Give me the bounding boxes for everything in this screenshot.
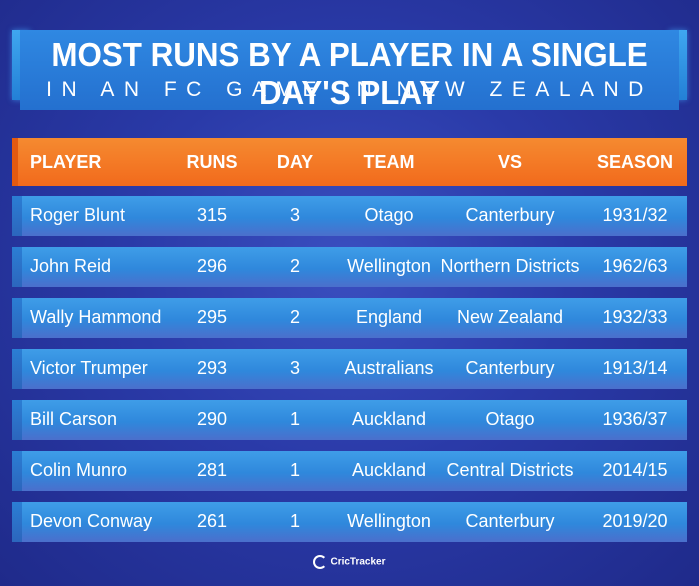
table-row: Devon Conway 261 1 Wellington Canterbury 2019…: [12, 502, 687, 542]
cell-vs: Canterbury: [465, 205, 555, 225]
cell-vs: Central Districts: [446, 460, 574, 480]
row-accent: [12, 502, 22, 542]
cell-player: Bill Carson: [30, 409, 118, 429]
row-accent: [12, 298, 22, 338]
header-season: SEASON: [596, 152, 674, 172]
cell-player: Roger Blunt: [30, 205, 126, 225]
cell-day: 1: [289, 511, 301, 531]
crictracker-logo-icon: [313, 555, 328, 569]
cell-team: Australians: [344, 358, 434, 378]
header-runs: RUNS: [186, 152, 238, 172]
cell-day: 2: [289, 307, 301, 327]
header-team: TEAM: [363, 152, 415, 172]
table-header: PLAYER RUNS DAY TEAM VS SEASON: [12, 138, 687, 186]
cell-day: 3: [289, 205, 301, 225]
cell-runs: 261: [196, 511, 228, 531]
cell-day: 2: [289, 256, 301, 276]
row-accent: [12, 196, 22, 236]
row-accent: [12, 349, 22, 389]
cell-player: Devon Conway: [30, 511, 153, 531]
cell-runs: 281: [196, 460, 228, 480]
header-vs: VS: [497, 152, 523, 172]
cell-day: 1: [289, 460, 301, 480]
table-row: Bill Carson 290 1 Auckland Otago 1936/37: [12, 400, 687, 440]
cell-runs: 295: [196, 307, 228, 327]
row-accent: [12, 247, 22, 287]
cell-team: Otago: [364, 205, 414, 225]
cell-vs: Canterbury: [465, 511, 555, 531]
cell-day: 3: [289, 358, 301, 378]
cell-runs: 290: [196, 409, 228, 429]
cell-team: Auckland: [351, 409, 427, 429]
cell-team: England: [355, 307, 423, 327]
header-day: DAY: [276, 152, 314, 172]
cell-vs: Otago: [485, 409, 535, 429]
cell-runs: 293: [196, 358, 228, 378]
cell-day: 1: [289, 409, 301, 429]
row-accent: [12, 451, 22, 491]
table-row: Colin Munro 281 1 Auckland Central Districts…: [12, 451, 687, 491]
table-row: Wally Hammond 295 2 England New Zealand 1932/…: [12, 298, 687, 338]
cell-team: Wellington: [347, 511, 431, 531]
cell-vs: New Zealand: [456, 307, 564, 327]
cell-season: 2014/15: [602, 460, 668, 480]
cell-player: Wally Hammond: [30, 307, 162, 327]
cell-team: Wellington: [347, 256, 431, 276]
header-accent: [12, 138, 18, 186]
cell-season: 1913/14: [602, 358, 668, 378]
cell-player: John Reid: [30, 256, 112, 276]
page-subtitle: IN AN FC GAME IN NEW ZEALAND: [46, 78, 653, 101]
cell-season: 1932/33: [602, 307, 668, 327]
cell-season: 2019/20: [602, 511, 668, 531]
page-title: MOST RUNS BY A PLAYER IN A SINGLE DAY'S …: [51, 36, 648, 111]
crictracker-logo: CricTracker: [0, 555, 699, 569]
cell-player: Colin Munro: [30, 460, 128, 480]
cell-runs: 315: [196, 205, 228, 225]
table-row: Roger Blunt 315 3 Otago Canterbury 1931/32: [12, 196, 687, 236]
cell-runs: 296: [196, 256, 228, 276]
row-accent: [12, 400, 22, 440]
cell-player: Victor Trumper: [30, 358, 148, 378]
title-banner: [20, 30, 679, 110]
header-player: PLAYER: [30, 152, 102, 172]
cell-season: 1962/63: [602, 256, 668, 276]
cell-team: Auckland: [351, 460, 427, 480]
logo-text: CricTracker: [330, 556, 386, 568]
cell-vs: Canterbury: [465, 358, 555, 378]
cell-season: 1931/32: [602, 205, 668, 225]
cell-season: 1936/37: [602, 409, 668, 429]
table-row: Victor Trumper 293 3 Australians Canterbury 1…: [12, 349, 687, 389]
cell-vs: Northern Districts: [440, 256, 580, 276]
table-row: John Reid 296 2 Wellington Northern District…: [12, 247, 687, 287]
